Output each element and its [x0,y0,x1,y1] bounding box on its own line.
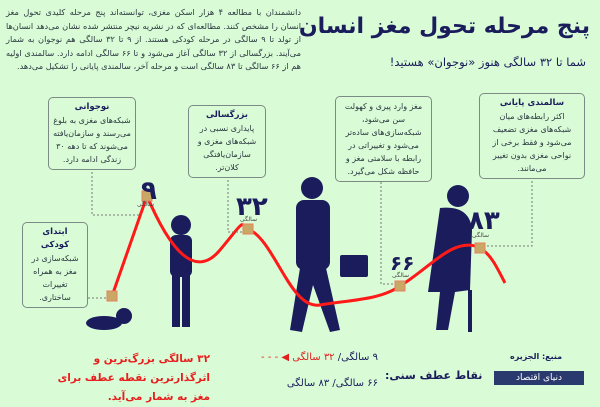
child-silhouette [170,215,192,327]
subtitle: شما تا ۳۲ سالگی هنوز «نوجوان» هستید! [389,55,586,69]
age-32-label: سالگی [240,216,257,223]
marker-66 [394,280,406,292]
intro-paragraph: دانشمندان با مطالعه ۴ هزار اسکن مغزی، تو… [6,7,301,71]
tp-9: ۹ سالگی/ [334,352,378,363]
age-32: ۳۲ [236,192,268,222]
stage-adulthood: بزرگسالی پایداری نسبی در شبکه‌های مغزی و … [188,105,266,178]
turning-point-markers [106,190,486,302]
baby-silhouette [86,308,132,330]
age-83: ۸۳ [468,206,500,236]
stage-early-aging: مغز وارد پیری و کهولت سن می‌شود، شبکه‌سا… [335,96,432,182]
marker-32 [242,223,254,235]
curve-line [110,191,507,307]
age-66: ۶۶ [390,251,415,275]
publisher-logo: دنیای اقتصاد [494,371,584,385]
stage-title: ابتدای کودکی [40,227,70,250]
age-9-label: سالگی [137,201,154,208]
stage-text: شبکه‌سازی در مغز به همراه تغییرات ساختار… [31,254,79,302]
stage-title: سالمندی پایانی [499,98,565,108]
marker-9 [141,190,153,202]
elderly-silhouette [428,185,472,332]
stage-early-childhood: ابتدای کودکی شبکه‌سازی در مغز به همراه تغ… [22,222,88,308]
age-66-label: سالگی [392,272,409,279]
human-silhouettes [86,177,472,332]
marker-birth [106,290,118,302]
tp-32: ۳۲ سالگی [292,352,335,363]
age-9: ۹ [141,176,157,206]
turning-points-line-2: ۶۶ سالگی/ ۸۳ سالگی [286,378,378,389]
turning-points-label: نقاط عطف سنی: [385,369,483,382]
stage-title: بزرگسالی [206,110,248,120]
stage-adolescence: نوجوانی شبکه‌های مغزی به بلوغ می‌رسند و س… [48,97,136,170]
marker-83 [474,242,486,254]
stage-title: نوجوانی [74,102,110,112]
page-title: پنج مرحله تحول مغز انسان [298,14,590,39]
source: منبع: الجزیره [510,352,563,361]
turning-points-line-1: ۹ سالگی/ ۳۲ سالگی ◀ - - - [261,352,378,363]
stage-late-aging: سالمندی پایانی اکثر رابطه‌های میان شبکه‌ه… [479,93,585,179]
stage-text: شبکه‌های مغزی به بلوغ می‌رسند و سازمان‌ی… [53,116,131,164]
stage-text: مغز وارد پیری و کهولت سن می‌شود، شبکه‌سا… [344,102,423,176]
arrow-icon: ◀ - - - [261,352,290,363]
adult-silhouette [290,177,368,332]
stage-text: پایداری نسبی در شبکه‌های مغزی و سازمان‌ی… [197,124,257,172]
age-83-label: سالگی [472,232,489,239]
stage-text: اکثر رابطه‌های میان شبکه‌های مغزی تضعیف … [492,112,572,173]
highlight-note: ۳۲ سالگی بزرگ‌ترین و اثرگذارترین نقطه عط… [57,353,210,403]
